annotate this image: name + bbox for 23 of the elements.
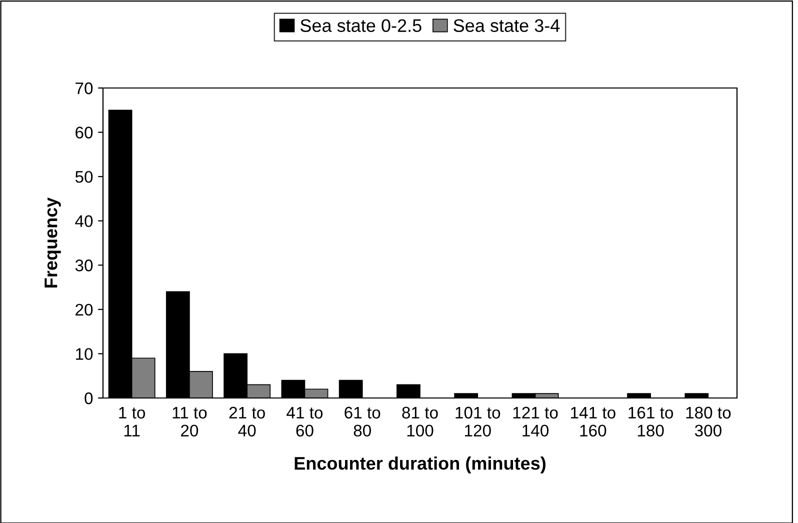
y-tick-label: 0 <box>84 392 93 404</box>
x-tick-label: 61 to 80 <box>344 406 380 437</box>
x-tick-label: 161 to 180 <box>628 406 674 437</box>
y-axis-title: Frequency <box>44 197 61 288</box>
y-tick-label: 20 <box>76 304 93 316</box>
x-tick-label: 11 to 20 <box>172 406 207 437</box>
x-tick-label: 180 to 300 <box>686 406 731 437</box>
x-tick-label: 81 to 100 <box>402 406 438 437</box>
x-tick-label: 41 to 60 <box>286 406 323 437</box>
x-tick-label: 121 to 140 <box>513 406 558 437</box>
y-tick-label: 40 <box>75 215 93 228</box>
y-tick-label: 10 <box>76 348 93 360</box>
x-tick-label: 1 to 11 <box>119 406 146 436</box>
y-tick-label: 60 <box>76 126 93 138</box>
legend-label: Sea state 3-4 <box>454 19 560 32</box>
y-tick-label: 50 <box>75 170 93 183</box>
y-tick-label: 70 <box>76 82 93 94</box>
x-tick-label: 21 to 40 <box>229 406 265 437</box>
x-tick-label: 141 to 160 <box>571 406 616 437</box>
x-tick-label: 101 to 120 <box>456 406 500 437</box>
legend-label: Sea state 0-2.5 <box>300 19 422 32</box>
x-axis-title: Encounter duration (minutes) <box>294 456 546 474</box>
y-tick-label: 30 <box>75 260 93 272</box>
